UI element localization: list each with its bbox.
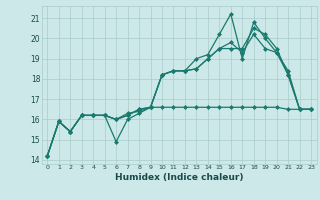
- X-axis label: Humidex (Indice chaleur): Humidex (Indice chaleur): [115, 173, 244, 182]
